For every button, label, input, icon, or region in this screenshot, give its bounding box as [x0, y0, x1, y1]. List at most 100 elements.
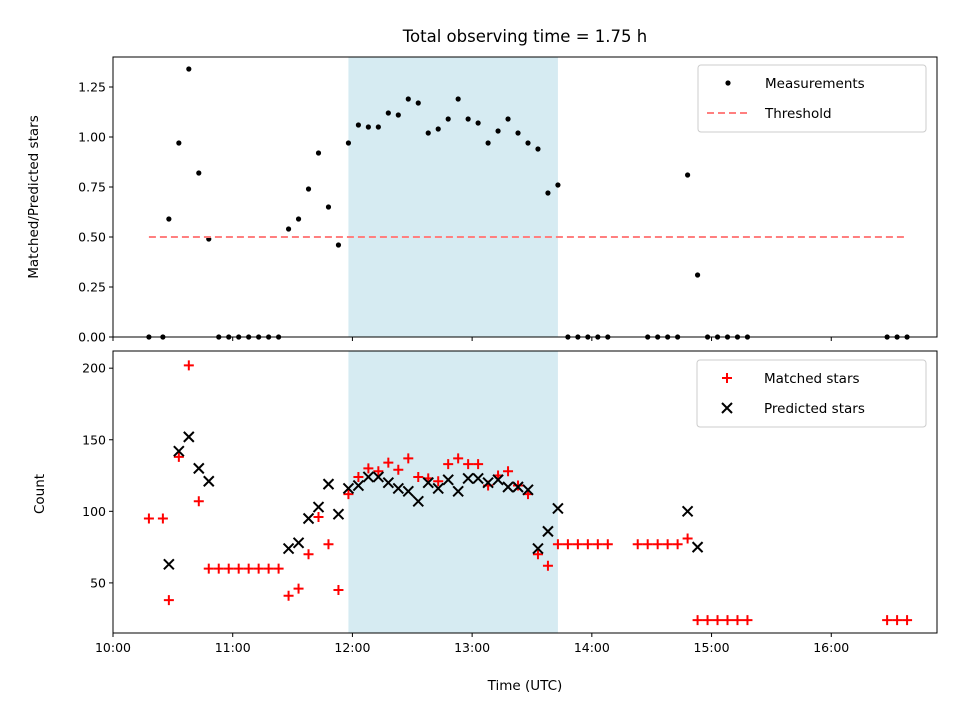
- matched-stars-point: [213, 563, 224, 574]
- predicted-stars-point: [452, 485, 464, 497]
- y-tick-label: 1.25: [78, 80, 106, 95]
- predicted-stars-point: [442, 474, 454, 486]
- matched-stars-point: [892, 615, 903, 626]
- predicted-stars-point: [502, 481, 514, 493]
- predicted-stars-point: [173, 445, 185, 457]
- matched-stars-point: [652, 539, 663, 550]
- matched-stars-point: [532, 549, 543, 560]
- matched-stars-point: [433, 476, 444, 487]
- legend: Matched stars Predicted stars: [696, 359, 927, 428]
- matched-stars-point: [323, 539, 334, 550]
- predicted-stars-point: [193, 462, 205, 475]
- measurements-point: [365, 124, 371, 130]
- matched-stars-point: [253, 563, 264, 574]
- legend-entry-label: Measurements: [765, 76, 865, 92]
- measurements-point: [535, 146, 541, 152]
- matched-stars-point: [513, 480, 524, 491]
- predicted-stars-point: [472, 472, 484, 485]
- measurements-point: [305, 186, 312, 192]
- matched-stars-point: [702, 615, 713, 626]
- y-tick-label: 100: [82, 504, 106, 519]
- x-tick-label: 11:00: [215, 640, 251, 655]
- matched-stars-point: [413, 471, 424, 482]
- measurements-point: [395, 112, 401, 118]
- matched-stars-point: [273, 563, 284, 574]
- measurements-point: [325, 204, 332, 210]
- measurements-point: [685, 172, 691, 178]
- predicted-stars-point: [372, 471, 385, 483]
- predicted-stars-point: [412, 495, 424, 508]
- measurements-point: [525, 140, 531, 146]
- measurements-point: [385, 110, 391, 116]
- x-tick-label: 10:00: [95, 640, 131, 655]
- measurements-point: [186, 66, 192, 72]
- measurements-point: [166, 216, 172, 222]
- matched-stars-point: [283, 590, 294, 601]
- matched-stars-point: [712, 615, 723, 626]
- measurements-point: [495, 128, 501, 134]
- matched-stars-point: [343, 489, 354, 500]
- x-tick-label: 15:00: [694, 640, 730, 655]
- predicted-stars-point: [312, 501, 325, 513]
- legend: Measurements Threshold: [697, 64, 927, 133]
- matched-stars-point: [722, 615, 733, 626]
- matched-stars-point: [403, 453, 414, 464]
- predicted-stars-point: [542, 525, 554, 538]
- matched-stars-point: [443, 459, 454, 470]
- predicted-stars-point: [342, 482, 355, 495]
- matched-stars-point: [692, 615, 703, 626]
- predicted-stars-point: [462, 472, 474, 485]
- measurements-point: [555, 182, 561, 188]
- matched-stars-point: [223, 563, 234, 574]
- matched-stars-point: [503, 466, 514, 477]
- matched-stars-point: [243, 563, 254, 574]
- predicted-stars-point: [422, 476, 434, 489]
- measurements-point: [315, 150, 322, 156]
- measurements-point: [485, 140, 491, 146]
- bottom-panel-xlabel: Time (UTC): [487, 678, 563, 694]
- legend-box: [696, 359, 927, 428]
- top-panel-title: Total observing time = 1.75 h: [402, 27, 647, 46]
- matched-stars-point: [453, 453, 464, 464]
- measurements-point: [455, 96, 461, 102]
- y-tick-label: 0.75: [78, 180, 106, 195]
- measurements-point: [285, 226, 292, 232]
- y-tick-label: 200: [82, 361, 106, 376]
- predicted-stars-point: [163, 558, 175, 570]
- bottom-panel-ylabel: Count: [32, 474, 48, 514]
- y-tick-label: 150: [82, 432, 106, 447]
- measurements-point: [545, 190, 551, 196]
- y-tick-label: 0.50: [78, 230, 106, 245]
- axes-frame: [112, 56, 938, 338]
- predicted-stars-point: [691, 541, 704, 553]
- predicted-stars-point: [382, 476, 395, 489]
- measurements-point: [425, 130, 431, 136]
- matched-stars-point: [602, 539, 613, 550]
- matched-stars-point: [592, 539, 603, 550]
- predicted-stars-point: [482, 476, 494, 489]
- measurements-point: [345, 140, 352, 146]
- legend-plus-icon: [722, 373, 732, 383]
- y-tick-label: 50: [90, 575, 106, 590]
- measurements-point: [505, 116, 511, 122]
- matched-stars-point: [393, 464, 404, 475]
- predicted-stars-point: [512, 481, 524, 493]
- matched-stars-point: [632, 539, 643, 550]
- legend-entry-label: Threshold: [764, 106, 832, 122]
- matched-stars-point: [353, 471, 364, 482]
- predicted-stars-point: [552, 502, 564, 515]
- measurements-point: [335, 242, 342, 248]
- matched-stars-point: [263, 563, 274, 574]
- top-panel-ylabel: Matched/Predicted stars: [26, 115, 42, 278]
- legend-dot-icon: [725, 80, 731, 86]
- predicted-stars-point: [681, 505, 694, 518]
- predicted-stars-point: [362, 471, 375, 483]
- legend-box: [697, 64, 927, 133]
- legend-entry-label: Predicted stars: [764, 401, 865, 417]
- matched-stars-point: [732, 615, 743, 626]
- measurements-point: [196, 170, 202, 176]
- measurements-point: [415, 100, 421, 106]
- matched-stars-point: [742, 615, 753, 626]
- measurements-point: [445, 116, 451, 122]
- matched-stars-point: [373, 466, 384, 477]
